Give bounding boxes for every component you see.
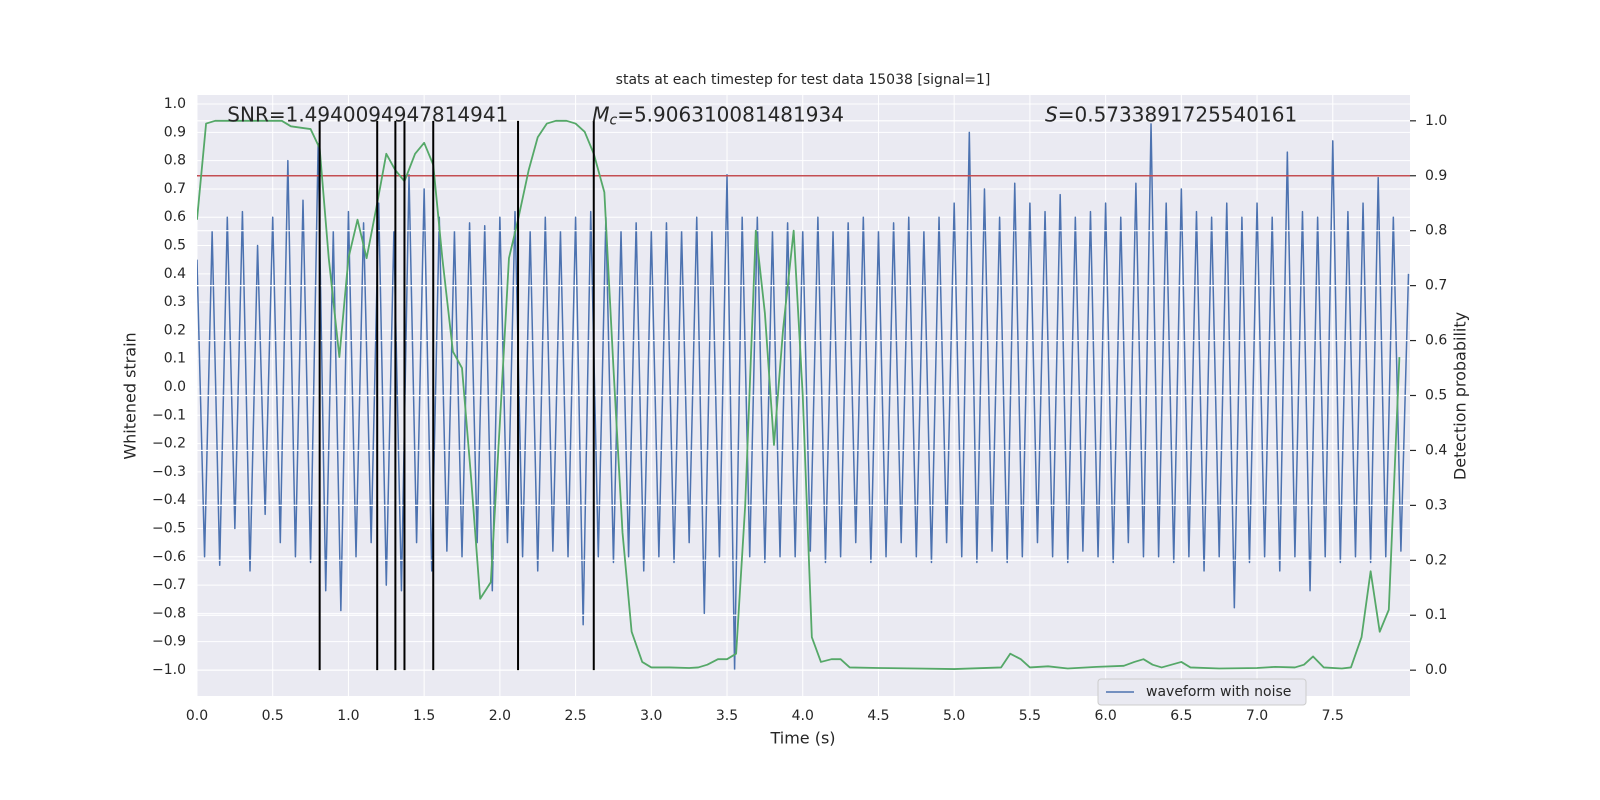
y-tick-label: 1.0 xyxy=(164,96,186,112)
y-tick-label: 0.6 xyxy=(164,209,186,225)
x-tick-label: 0.5 xyxy=(262,708,284,724)
x-tick-label: 3.0 xyxy=(640,708,662,724)
annotation-part: M xyxy=(592,102,609,126)
y2-tick-label: 0.4 xyxy=(1425,442,1447,458)
y2-tick-label: 0.2 xyxy=(1425,552,1447,568)
y-tick-label: −1.0 xyxy=(152,662,186,678)
x-tick-label: 1.0 xyxy=(337,708,359,724)
x-axis-label: Time (s) xyxy=(769,729,835,748)
y-tick-label: 0.3 xyxy=(164,294,186,310)
x-tick-label: 2.0 xyxy=(489,708,511,724)
x-tick-label: 7.5 xyxy=(1322,708,1344,724)
y-tick-label: −0.8 xyxy=(152,605,186,621)
y-axis-label: Whitened strain xyxy=(121,332,140,459)
y-tick-label: −0.4 xyxy=(152,492,186,508)
x-tick-label: 4.0 xyxy=(792,708,814,724)
y-tick-label: −0.2 xyxy=(152,436,186,452)
annotation-part: =0.5733891725540161 xyxy=(1058,102,1297,126)
probability-line xyxy=(197,119,1401,670)
chart-title: stats at each timestep for test data 150… xyxy=(616,72,991,88)
x-tick-label: 7.0 xyxy=(1246,708,1268,724)
y-tick-label: 0.5 xyxy=(164,238,186,254)
y-tick-label: −0.7 xyxy=(152,577,186,593)
x-tick-label: 1.5 xyxy=(413,708,435,724)
y2-tick-label: 0.3 xyxy=(1425,497,1447,513)
y-tick-label: −0.9 xyxy=(152,634,186,650)
y2-tick-label: 0.7 xyxy=(1425,278,1447,294)
y-tick-label: 0.4 xyxy=(164,266,186,282)
y2-tick-label: 1.0 xyxy=(1425,113,1447,129)
x-tick-label: 3.5 xyxy=(716,708,738,724)
legend: waveform with noise xyxy=(1097,678,1307,706)
y2-tick-label: 0.6 xyxy=(1425,333,1447,349)
y-tick-label: −0.5 xyxy=(152,520,186,536)
annotation: Mc=5.906310081481934 xyxy=(592,102,844,129)
y2-tick-label: 0.0 xyxy=(1425,662,1447,678)
annotation: SNR=1.4940094947814941 xyxy=(227,102,508,126)
y-tick-label: −0.3 xyxy=(152,464,186,480)
x-tick-label: 0.0 xyxy=(186,708,208,724)
legend-box xyxy=(1097,678,1307,706)
x-tick-label: 6.5 xyxy=(1170,708,1192,724)
y-tick-label: 0.9 xyxy=(164,124,186,140)
annotation-part: c xyxy=(610,112,618,128)
waveform-line xyxy=(197,123,1410,671)
y-tick-label: 0.2 xyxy=(164,322,186,338)
annotation-part: S xyxy=(1045,102,1058,126)
y-tick-label: 0.0 xyxy=(164,379,186,395)
y-tick-label: −0.6 xyxy=(152,549,186,565)
plot-area xyxy=(197,95,1410,696)
y-tick-label: −0.1 xyxy=(152,407,186,423)
y2-tick-label: 0.9 xyxy=(1425,168,1447,184)
x-tick-label: 5.0 xyxy=(943,708,965,724)
y2-tick-label: 0.1 xyxy=(1425,607,1447,623)
y-tick-label: 0.8 xyxy=(164,153,186,169)
legend-label: waveform with noise xyxy=(1146,684,1291,700)
x-tick-label: 4.5 xyxy=(867,708,889,724)
y-tick-label: 0.7 xyxy=(164,181,186,197)
annotation: S=0.5733891725540161 xyxy=(1045,102,1297,126)
annotation-part: =5.906310081481934 xyxy=(617,102,844,126)
y2-axis-label: Detection probability xyxy=(1451,312,1470,480)
x-tick-label: 5.5 xyxy=(1019,708,1041,724)
y2-tick-label: 0.5 xyxy=(1425,388,1447,404)
y2-tick-label: 0.8 xyxy=(1425,223,1447,239)
x-tick-label: 6.0 xyxy=(1094,708,1116,724)
x-tick-label: 2.5 xyxy=(564,708,586,724)
y-tick-label: 0.1 xyxy=(164,351,186,367)
annotation-part: SNR=1.4940094947814941 xyxy=(227,102,508,126)
